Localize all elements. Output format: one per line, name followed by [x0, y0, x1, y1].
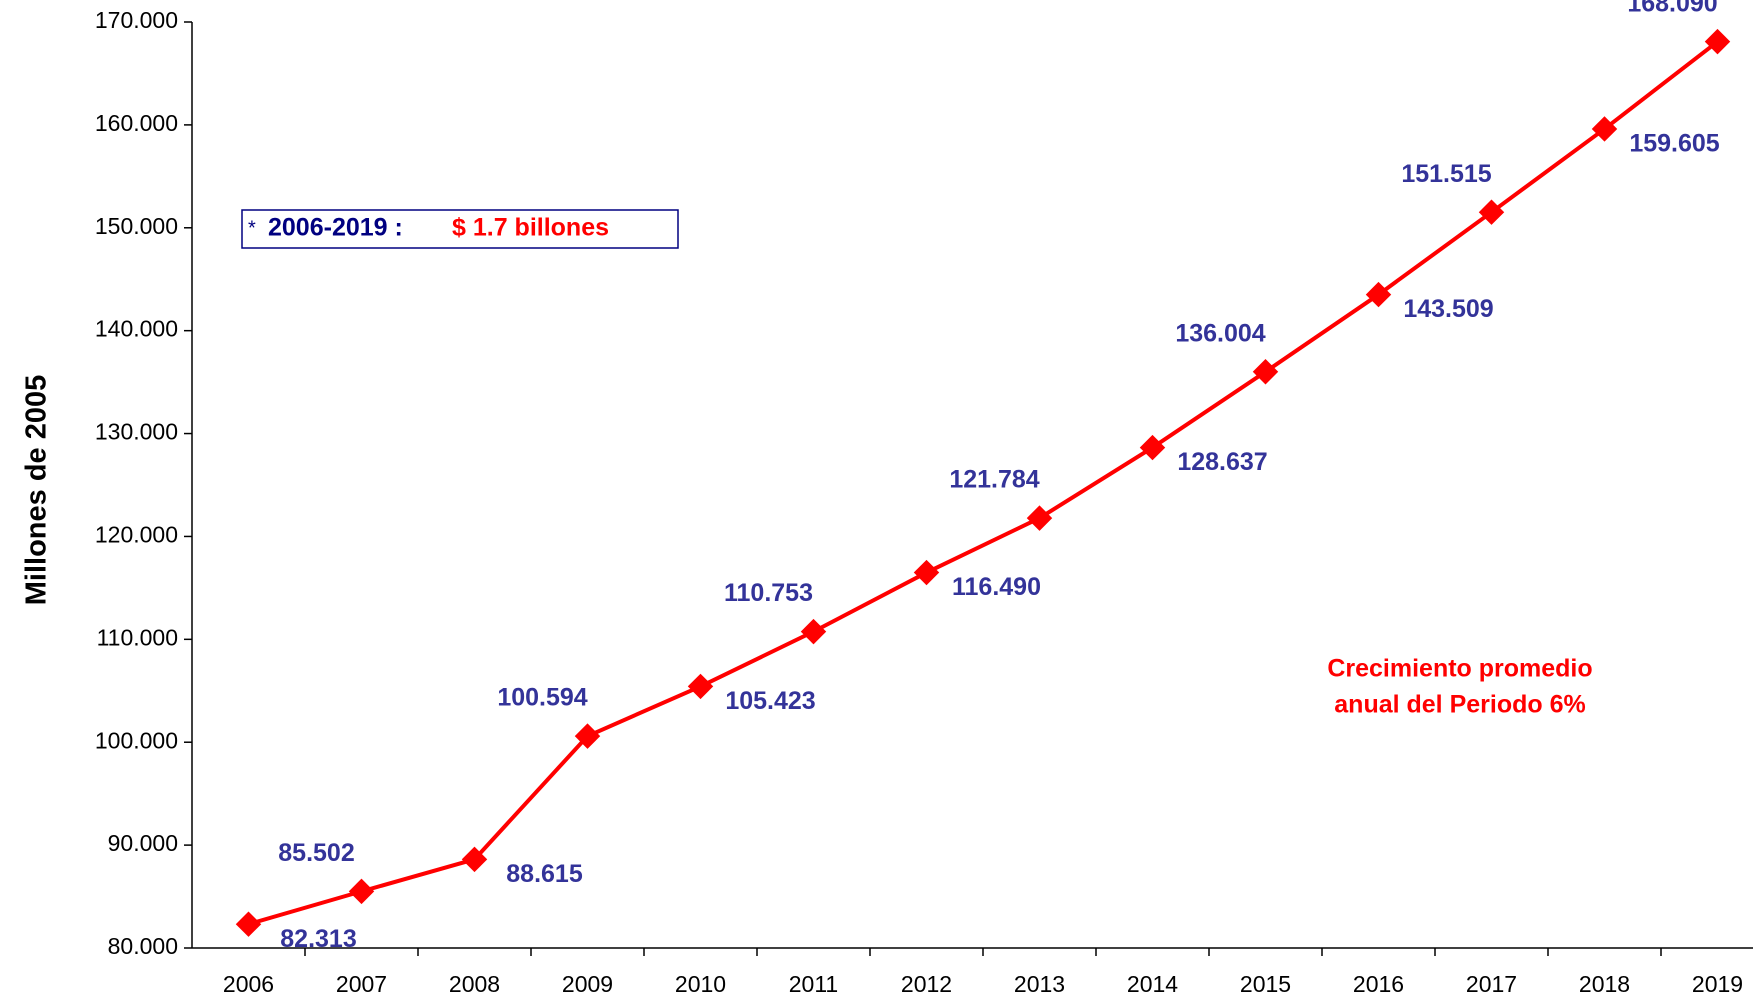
data-label: 136.004 [1175, 319, 1265, 347]
annotation-period: 2006-2019 : [268, 214, 403, 242]
annotation-box [241, 209, 679, 249]
marker [235, 911, 262, 937]
annotation-prefix: * [248, 217, 256, 239]
data-label: 121.784 [949, 466, 1039, 494]
x-tick-label: 2015 [1240, 971, 1291, 997]
y-tick-label: 120.000 [95, 522, 178, 548]
y-tick-label: 80.000 [108, 933, 178, 959]
x-tick-label: 2019 [1692, 971, 1743, 997]
x-tick-label: 2013 [1014, 971, 1065, 997]
data-label: 82.313 [280, 925, 356, 953]
x-tick-label: 2017 [1466, 971, 1517, 997]
y-tick-label: 130.000 [95, 419, 178, 445]
x-tick-label: 2009 [562, 971, 613, 997]
data-label: 85.502 [278, 839, 354, 867]
data-label: 88.615 [506, 860, 583, 888]
data-label: 143.509 [1403, 295, 1493, 323]
data-label: 151.515 [1401, 160, 1491, 188]
y-tick-label: 170.000 [95, 7, 178, 33]
x-tick-label: 2016 [1353, 971, 1404, 997]
marker [348, 878, 375, 905]
growth-note: Crecimiento promedio [1327, 655, 1592, 683]
x-tick-label: 2011 [789, 971, 838, 997]
marker [913, 559, 940, 586]
data-label: 168.090 [1627, 0, 1717, 17]
y-axis-label: Millones de 2005 [21, 375, 53, 606]
data-label: 128.637 [1177, 448, 1267, 476]
y-tick-label: 110.000 [97, 624, 178, 650]
marker [800, 618, 827, 645]
data-label: 100.594 [497, 684, 587, 712]
x-tick-label: 2010 [675, 971, 726, 997]
data-label: 116.490 [952, 573, 1041, 601]
marker [1026, 505, 1053, 531]
y-tick-label: 140.000 [95, 316, 178, 342]
x-tick-label: 2006 [223, 971, 274, 997]
y-tick-label: 150.000 [95, 213, 178, 239]
x-tick-label: 2012 [901, 971, 952, 997]
annotation-amount: $ 1.7 billones [452, 214, 609, 242]
data-label: 159.605 [1629, 130, 1719, 158]
y-tick-label: 100.000 [95, 727, 178, 753]
y-tick-label: 90.000 [108, 830, 178, 856]
y-tick-label: 160.000 [95, 110, 178, 136]
x-tick-label: 2018 [1579, 971, 1630, 997]
data-label: 110.753 [724, 579, 813, 607]
data-label: 105.423 [725, 687, 815, 715]
marker [687, 673, 714, 700]
marker [574, 723, 601, 749]
marker [461, 846, 488, 873]
x-tick-label: 2007 [336, 971, 387, 997]
x-tick-label: 2008 [449, 971, 500, 997]
growth-note: anual del Periodo 6% [1334, 691, 1585, 719]
x-tick-label: 2014 [1127, 971, 1178, 997]
line [247, 40, 1719, 927]
